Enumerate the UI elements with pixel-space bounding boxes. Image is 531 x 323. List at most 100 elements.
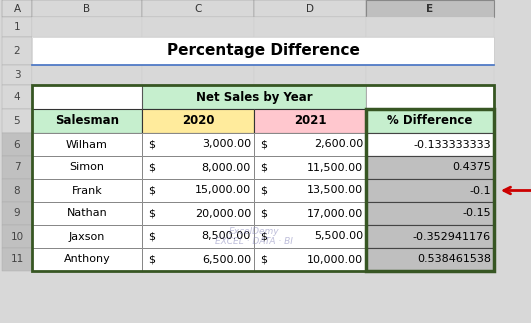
Bar (366, 248, 494, 271)
Text: 20,000.00: 20,000.00 (195, 209, 251, 218)
Bar (366, 17, 494, 37)
Bar (366, 225, 494, 248)
Bar (32, 37, 494, 65)
Bar (142, 179, 254, 202)
Text: E: E (426, 4, 434, 14)
Bar (2, 17, 32, 37)
Text: Wilham: Wilham (66, 140, 108, 150)
Bar (2, 37, 32, 65)
Bar (2, 0, 32, 17)
Text: 8: 8 (14, 185, 20, 195)
Text: 2020: 2020 (182, 114, 214, 128)
Bar (142, 65, 254, 85)
Text: Frank: Frank (72, 185, 102, 195)
Text: 11: 11 (11, 255, 23, 265)
Bar (2, 109, 32, 133)
Bar (32, 179, 142, 202)
Bar (2, 0, 32, 17)
Text: -0.1: -0.1 (469, 185, 491, 195)
Bar (2, 109, 32, 133)
Text: 0.4375: 0.4375 (452, 162, 491, 172)
Bar (366, 65, 494, 85)
Bar (32, 85, 142, 109)
Text: ExcelDemy
EXCEL · DATA · BI: ExcelDemy EXCEL · DATA · BI (215, 227, 293, 246)
Bar (254, 133, 366, 156)
Bar (254, 17, 366, 37)
Bar (32, 225, 142, 248)
Text: Anthony: Anthony (64, 255, 110, 265)
Bar (2, 156, 32, 179)
Bar (2, 202, 32, 225)
Text: 5,500.00: 5,500.00 (314, 232, 363, 242)
Text: $: $ (148, 209, 155, 218)
Text: Salesman: Salesman (55, 114, 119, 128)
Bar (2, 17, 32, 37)
Bar (2, 248, 32, 271)
Text: 13,500.00: 13,500.00 (307, 185, 363, 195)
Bar (366, 156, 494, 179)
Bar (366, 202, 494, 225)
Bar (142, 156, 254, 179)
Bar (142, 0, 254, 17)
Bar (142, 156, 254, 179)
Bar (366, 133, 494, 156)
Text: $: $ (260, 140, 267, 150)
Text: C: C (194, 4, 202, 14)
Text: $: $ (260, 232, 267, 242)
Bar (366, 85, 494, 109)
Text: 3,000.00: 3,000.00 (202, 140, 251, 150)
Text: 7: 7 (14, 162, 20, 172)
Text: -0.15: -0.15 (463, 209, 491, 218)
Text: 6: 6 (14, 140, 20, 150)
Bar (254, 225, 366, 248)
Bar (366, 156, 494, 179)
Bar (366, 0, 494, 17)
Text: B: B (83, 4, 91, 14)
Text: 1: 1 (14, 22, 20, 32)
Bar (366, 202, 494, 225)
Bar (142, 65, 254, 85)
Bar (254, 0, 366, 17)
Bar (254, 65, 366, 85)
Bar (2, 225, 32, 248)
Bar (254, 17, 366, 37)
Bar (32, 202, 142, 225)
Bar (32, 17, 142, 37)
Bar (366, 109, 494, 271)
Bar (142, 109, 254, 133)
Text: 8,500.00: 8,500.00 (202, 232, 251, 242)
Bar (2, 133, 32, 156)
Bar (254, 202, 366, 225)
Bar (32, 0, 142, 17)
Text: $: $ (260, 255, 267, 265)
Bar (32, 248, 142, 271)
Bar (2, 85, 32, 109)
Bar (142, 0, 254, 17)
Text: -0.133333333: -0.133333333 (413, 140, 491, 150)
Bar (32, 133, 142, 156)
Bar (142, 225, 254, 248)
Text: $: $ (260, 185, 267, 195)
Bar (32, 0, 142, 17)
Bar (32, 109, 142, 133)
Text: 2,600.00: 2,600.00 (314, 140, 363, 150)
Text: A: A (13, 4, 21, 14)
Text: 8,000.00: 8,000.00 (202, 162, 251, 172)
Bar (2, 156, 32, 179)
Bar (254, 179, 366, 202)
Text: Jaxson: Jaxson (69, 232, 105, 242)
Bar (32, 85, 142, 109)
Text: 5: 5 (14, 116, 20, 126)
Bar (32, 65, 142, 85)
Text: $: $ (260, 162, 267, 172)
Bar (2, 225, 32, 248)
Bar (254, 248, 366, 271)
Bar (32, 65, 142, 85)
Bar (254, 65, 366, 85)
Bar (254, 248, 366, 271)
Bar (366, 0, 494, 17)
Bar (142, 85, 366, 109)
Bar (142, 202, 254, 225)
Text: Simon: Simon (70, 162, 105, 172)
Text: $: $ (148, 140, 155, 150)
